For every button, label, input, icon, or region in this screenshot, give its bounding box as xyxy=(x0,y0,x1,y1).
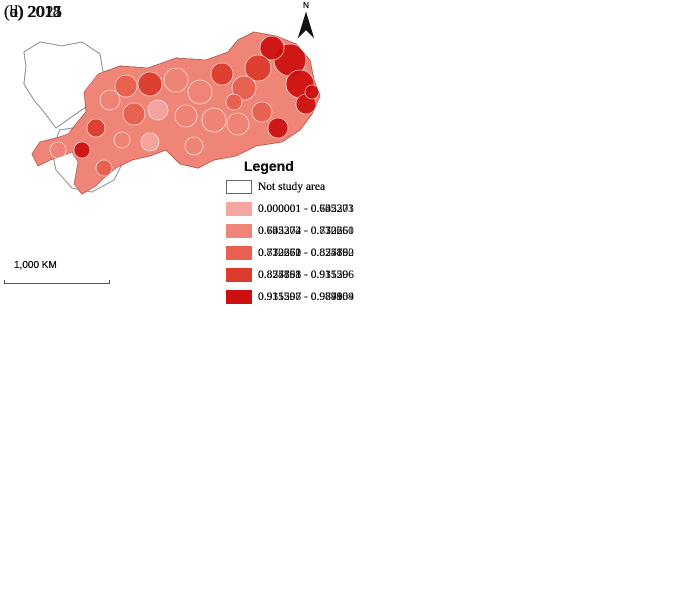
north-arrow-label: N xyxy=(303,1,309,10)
scale-label: 1,000 KM xyxy=(14,260,57,271)
legend-label: 0.825851 - 0.91559 xyxy=(258,269,349,281)
panel-title: (d) 2021 xyxy=(4,2,63,21)
legend-label: 0.877763 - 0.931206 xyxy=(258,269,354,281)
legend-item: 0.854198 - 0.91559 xyxy=(226,264,348,286)
legend-item: 0.915598 - 0.97910 xyxy=(226,286,348,308)
choropleth-map xyxy=(23,31,321,195)
legend-swatch xyxy=(226,180,252,194)
legend-item: Not study area xyxy=(226,176,348,198)
region-patch xyxy=(251,101,273,123)
region-patch xyxy=(140,132,160,152)
region-patch xyxy=(244,54,272,82)
legend-title: Legend xyxy=(244,158,294,174)
legend-label: 0.635272 - 0.73226 xyxy=(258,225,349,237)
region-patch xyxy=(147,99,169,121)
legend-label: Not study area xyxy=(258,181,326,193)
legend-swatch xyxy=(226,246,252,260)
region-patch xyxy=(137,71,163,97)
region-patch xyxy=(231,75,257,101)
legend-label: 0.732261 - 0.825850 xyxy=(258,247,354,259)
region-patch xyxy=(113,131,131,149)
legend-label: 0.854198 - 0.91559 xyxy=(258,269,349,281)
legend-swatch xyxy=(226,224,252,238)
map-panel-4: (d) 2021 N Legend Not study area 0.000001… xyxy=(0,0,348,304)
legend-label: 0.915597 - 0.987909 xyxy=(258,291,354,303)
legend-title: Legend xyxy=(244,158,294,174)
region-patch xyxy=(86,118,106,138)
legend-swatch xyxy=(226,202,252,216)
legend-item: 0.770670 - 0.85419 xyxy=(226,242,348,264)
legend-label: 0.000001 - 0.635271 xyxy=(258,203,354,215)
north-arrow-label: N xyxy=(303,1,309,10)
legend-label: Not study area xyxy=(258,181,326,193)
legend-label: 0.732261 - 0.82585 xyxy=(258,247,349,259)
legend-item: 0.645304 - 0.77066 xyxy=(226,220,348,242)
region-patch xyxy=(259,35,285,61)
region-patch xyxy=(174,104,198,128)
scale-label: 1,000 KM xyxy=(14,260,57,271)
region-patch xyxy=(163,67,189,93)
legend-label: 0.915597 - 0.98790 xyxy=(258,291,349,303)
legend-label: 0.825851 - 0.915596 xyxy=(258,269,354,281)
region-patch xyxy=(114,74,138,98)
region-patch xyxy=(267,117,289,139)
region-patch xyxy=(184,136,204,156)
legend-label: Not study area xyxy=(258,181,326,193)
legend-label: 0.931207 - 0.984854 xyxy=(258,291,354,303)
legend-label: 0.770670 - 0.85419 xyxy=(258,247,349,259)
scale-label: 1,000 KM xyxy=(14,260,57,271)
legend-label: 0.000001 - 0.64530 xyxy=(258,203,349,215)
region-patch xyxy=(73,141,91,159)
scale-line xyxy=(4,280,110,284)
legend-title: Legend xyxy=(244,158,294,174)
scale-label: 1,000 KM xyxy=(14,260,57,271)
legend-label: 0.000001 - 0.702273 xyxy=(258,203,354,215)
legend-title: Legend xyxy=(244,158,294,174)
legend-label: Not study area xyxy=(258,181,326,193)
region-patch xyxy=(122,102,146,126)
legend: Not study area 0.000001 - 0.64530 0.645304… xyxy=(226,176,348,308)
legend-label: 0.635272 - 0.732260 xyxy=(258,225,354,237)
region-patch xyxy=(201,107,227,133)
region-patch xyxy=(225,93,243,111)
region-patch xyxy=(99,89,121,111)
legend-label: 0.702274 - 0.812351 xyxy=(258,225,354,237)
scale-bar: 1,000 KM xyxy=(4,260,112,290)
legend-label: 0.645304 - 0.77066 xyxy=(258,225,349,237)
north-arrow-label: N xyxy=(303,1,309,10)
north-arrow: N xyxy=(296,2,316,42)
north-arrow-icon xyxy=(298,12,314,38)
panel-title: (c) 2018 xyxy=(4,2,62,21)
legend-label: 0.812352 - 0.877762 xyxy=(258,247,354,259)
legend-swatch xyxy=(226,290,252,304)
legend-swatch xyxy=(226,268,252,282)
region-patch xyxy=(187,79,213,105)
legend-label: 0.000001 - 0.63527 xyxy=(258,203,349,215)
panel-title: (a) 2012 xyxy=(4,2,62,21)
north-arrow-label: N xyxy=(303,1,309,10)
panel-title: (b) 2015 xyxy=(4,2,63,21)
region-patch xyxy=(226,112,250,136)
region-patch xyxy=(210,62,234,86)
legend-label: 0.915598 - 0.97910 xyxy=(258,291,349,303)
region-patch xyxy=(95,159,113,177)
legend-item: 0.000001 - 0.64530 xyxy=(226,198,348,220)
region-patches xyxy=(49,35,320,177)
